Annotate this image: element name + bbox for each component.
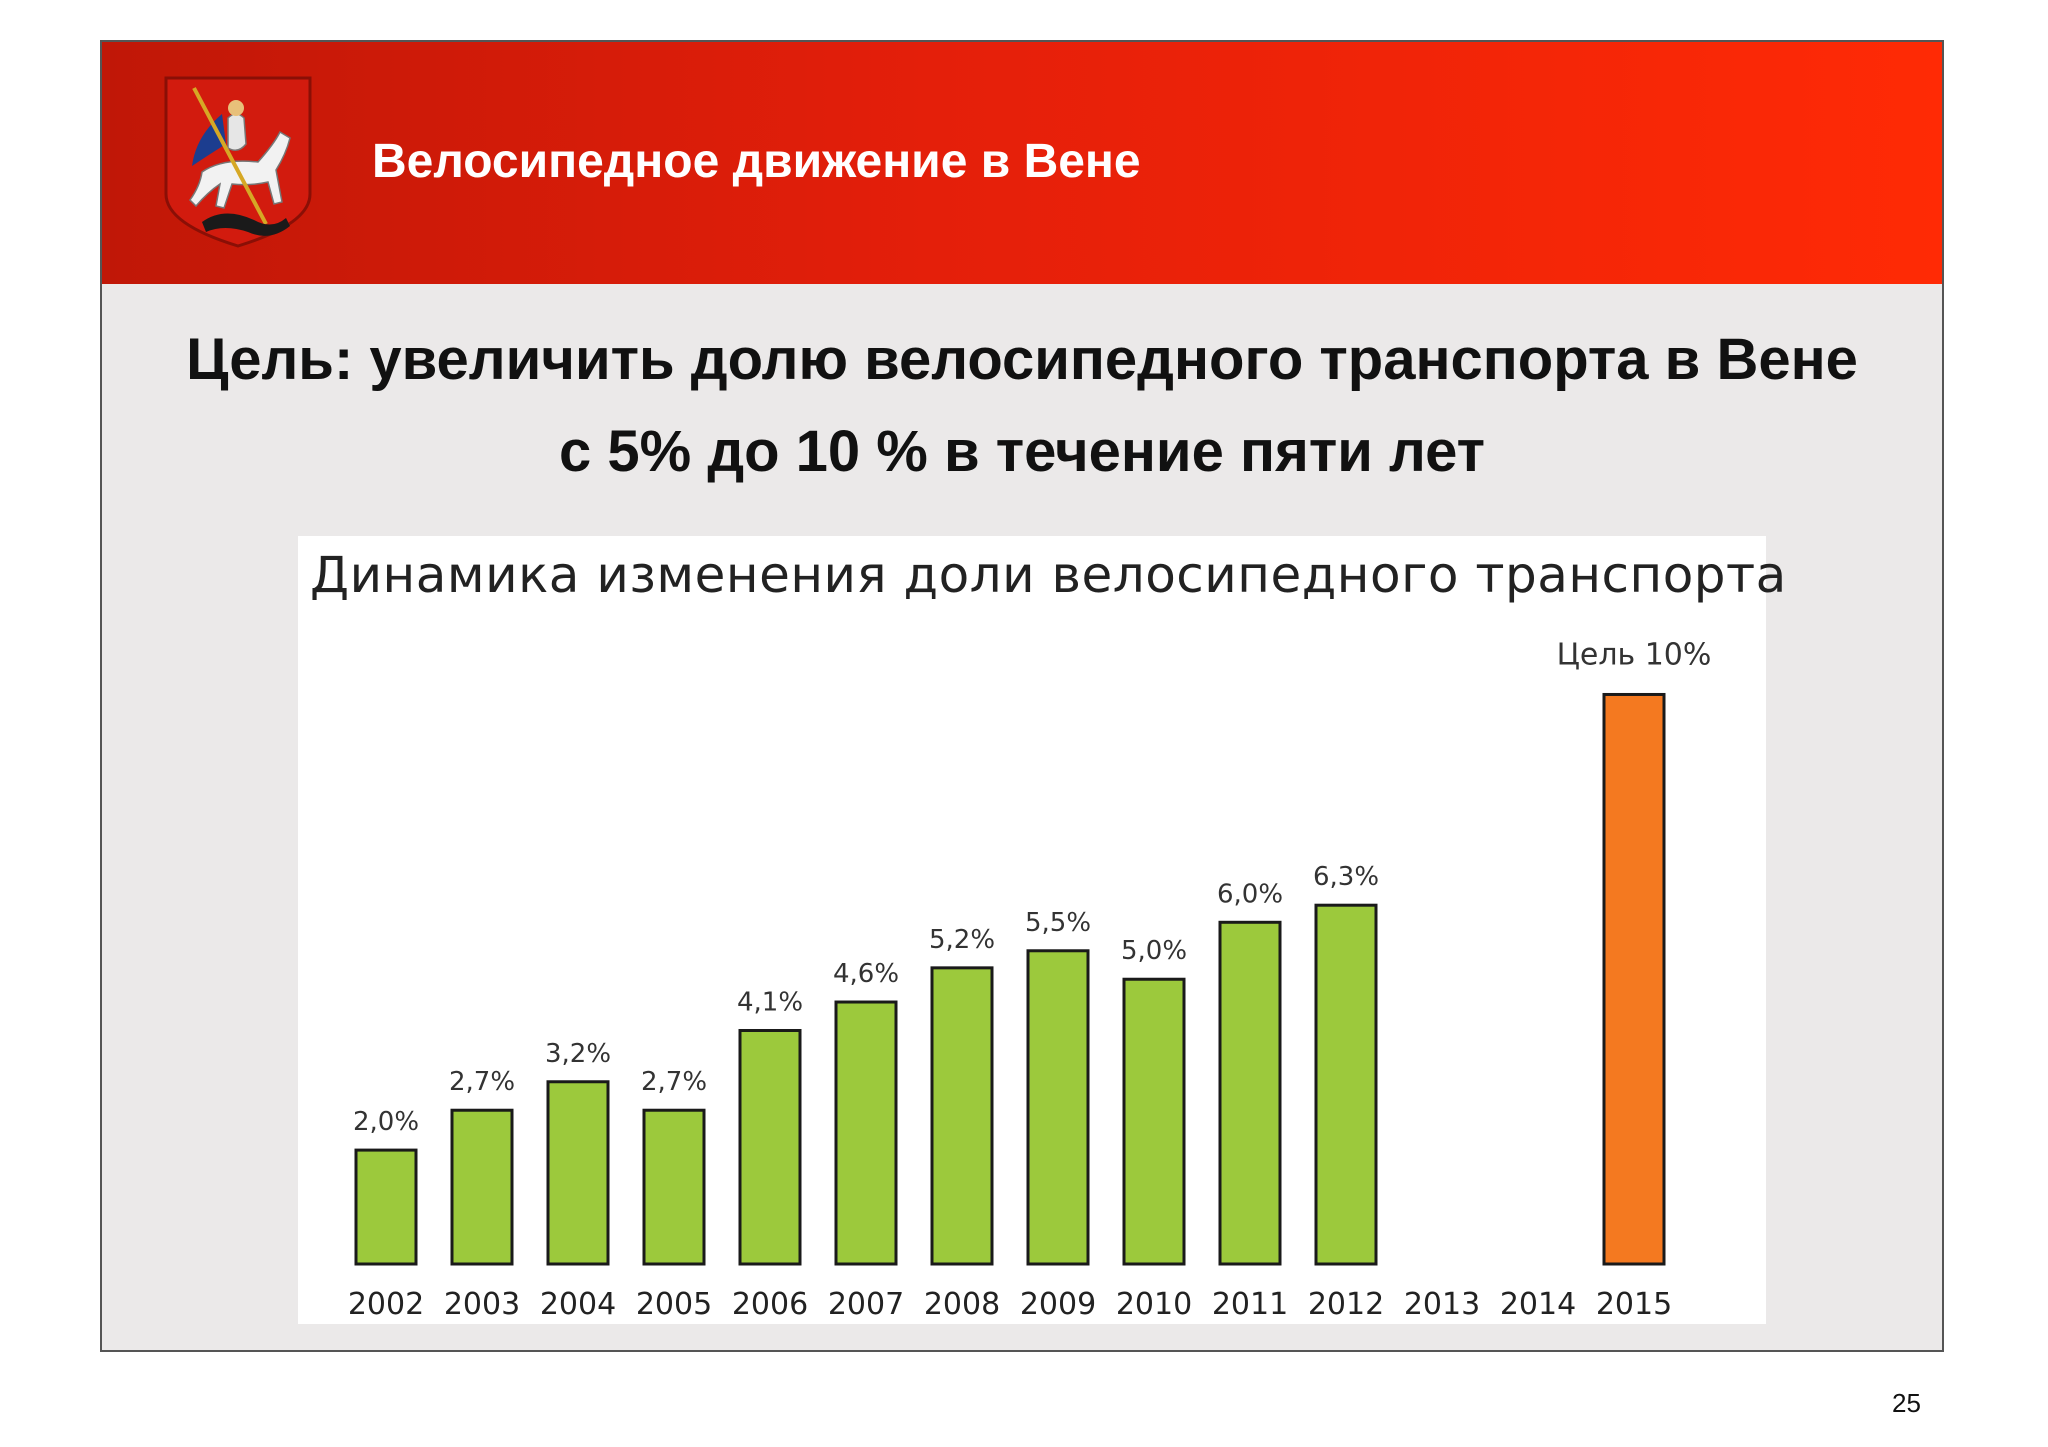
- bar-2004: [546, 1080, 610, 1266]
- x-tick-2014: 2014: [1500, 1287, 1576, 1322]
- x-tick-2007: 2007: [828, 1287, 904, 1322]
- bar-chart: 2,0% 2002 2,7% 2003 3,2% 2004 2,7% 2005 4,1% 2006…: [348, 637, 1712, 1322]
- x-tick-2008: 2008: [924, 1287, 1000, 1322]
- x-tick-2003: 2003: [444, 1287, 520, 1322]
- bar-2010: [1122, 977, 1186, 1266]
- data-label-2003: 2,7%: [449, 1067, 515, 1097]
- data-label-2011: 6,0%: [1217, 879, 1283, 909]
- data-label-2009: 5,5%: [1025, 908, 1091, 938]
- x-tick-2006: 2006: [732, 1287, 808, 1322]
- data-label-2008: 5,2%: [929, 925, 995, 955]
- x-tick-2015: 2015: [1596, 1287, 1672, 1322]
- data-label-2007: 4,6%: [833, 959, 899, 989]
- x-tick-2010: 2010: [1116, 1287, 1192, 1322]
- bar-2008: [930, 966, 994, 1266]
- bar-2007: [834, 1000, 898, 1266]
- data-label-2012: 6,3%: [1313, 862, 1379, 892]
- slide: Велосипедное движение в Вене Цель: увели…: [100, 40, 1944, 1352]
- goal-line-2: с 5% до 10 % в течение пяти лет: [559, 419, 1485, 484]
- data-label-2015: Цель 10%: [1557, 637, 1712, 672]
- bar-2005: [642, 1108, 706, 1266]
- bar-2015: [1602, 692, 1666, 1266]
- bar-2006: [738, 1028, 802, 1266]
- data-label-2010: 5,0%: [1121, 936, 1187, 966]
- bar-2011: [1218, 920, 1282, 1266]
- page-number: 25: [1892, 1388, 1921, 1418]
- data-label-2004: 3,2%: [545, 1039, 611, 1069]
- x-tick-2012: 2012: [1308, 1287, 1384, 1322]
- x-tick-2002: 2002: [348, 1287, 424, 1322]
- goal-line-1: Цель: увеличить долю велосипедного транс…: [186, 327, 1858, 392]
- chart-panel: Динамика изменения доли велосипедного тр…: [298, 536, 1786, 1324]
- x-tick-2004: 2004: [540, 1287, 616, 1322]
- bar-2012: [1314, 903, 1378, 1266]
- header-bar: Велосипедное движение в Вене: [102, 42, 1942, 284]
- data-label-2002: 2,0%: [353, 1107, 419, 1137]
- x-tick-2009: 2009: [1020, 1287, 1096, 1322]
- moscow-coat-of-arms-icon: [164, 76, 312, 248]
- x-tick-2005: 2005: [636, 1287, 712, 1322]
- chart-title: Динамика изменения доли велосипедного тр…: [310, 546, 1787, 604]
- data-label-2005: 2,7%: [641, 1067, 707, 1097]
- x-tick-2011: 2011: [1212, 1287, 1288, 1322]
- bar-2009: [1026, 949, 1090, 1266]
- data-label-2006: 4,1%: [737, 987, 803, 1017]
- bar-2002: [354, 1148, 418, 1266]
- bar-2003: [450, 1108, 514, 1266]
- header-title: Велосипедное движение в Вене: [372, 135, 1141, 188]
- x-tick-2013: 2013: [1404, 1287, 1480, 1322]
